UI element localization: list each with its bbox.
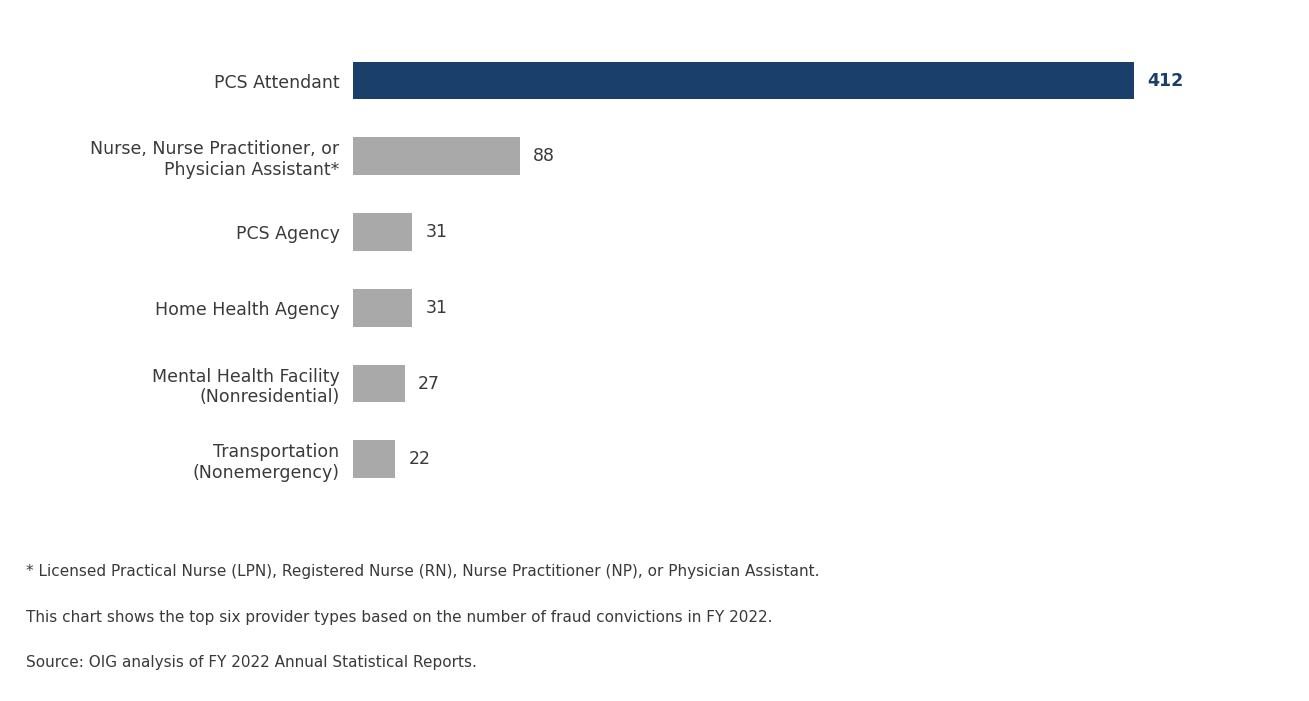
Bar	[353, 213, 412, 251]
Bar	[353, 289, 412, 327]
Text: 88: 88	[533, 147, 555, 165]
Text: Source: OIG analysis of FY 2022 Annual Statistical Reports.: Source: OIG analysis of FY 2022 Annual S…	[26, 655, 476, 670]
Text: 412: 412	[1147, 72, 1183, 90]
Text: 22: 22	[408, 450, 431, 468]
Bar	[353, 440, 395, 478]
Text: 31: 31	[425, 223, 448, 241]
Text: * Licensed Practical Nurse (LPN), Registered Nurse (RN), Nurse Practitioner (NP): * Licensed Practical Nurse (LPN), Regist…	[26, 564, 819, 579]
Text: 31: 31	[425, 299, 448, 317]
Text: This chart shows the top six provider types based on the number of fraud convict: This chart shows the top six provider ty…	[26, 610, 772, 625]
Bar	[353, 137, 520, 175]
Bar	[353, 62, 1134, 100]
Bar	[353, 365, 404, 402]
Text: 27: 27	[418, 374, 440, 393]
